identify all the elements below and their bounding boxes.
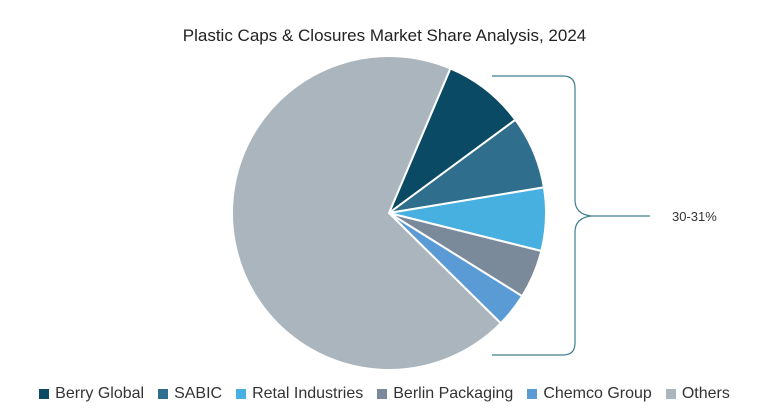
chart-legend: Berry Global SABIC Retal Industries Berlin … — [0, 385, 769, 403]
legend-swatch — [39, 389, 50, 399]
legend-swatch — [527, 389, 538, 399]
legend-swatch — [236, 389, 247, 399]
pie-slice-others — [231, 55, 503, 372]
legend-label: Berlin Packaging — [393, 385, 514, 402]
legend-label: Others — [681, 385, 730, 402]
legend-swatch — [665, 389, 676, 399]
legend-label: Chemco Group — [543, 385, 652, 402]
legend-label: SABIC — [174, 385, 223, 402]
chart-title: Plastic Caps & Closures Market Share Ana… — [182, 26, 587, 45]
pie-slice-berry-global — [386, 67, 517, 216]
legend-label: Retal Industries — [252, 385, 364, 402]
share-annotation-label: 30-31% — [672, 209, 717, 224]
pie-chart: 30-31% — [231, 55, 717, 372]
legend-swatch — [158, 389, 169, 399]
pie-slices — [231, 55, 547, 372]
legend-item-berlin-packaging: Berlin Packaging — [377, 385, 513, 403]
legend-item-others: Others — [665, 385, 730, 403]
legend-item-retal-industries: Retal Industries — [236, 385, 363, 403]
legend-swatch — [377, 389, 388, 399]
share-bracket — [492, 75, 650, 356]
legend-item-chemco-group: Chemco Group — [527, 385, 652, 403]
legend-item-sabic: SABIC — [158, 385, 222, 403]
legend-item-berry-global: Berry Global — [39, 385, 144, 403]
legend-label: Berry Global — [55, 385, 145, 402]
